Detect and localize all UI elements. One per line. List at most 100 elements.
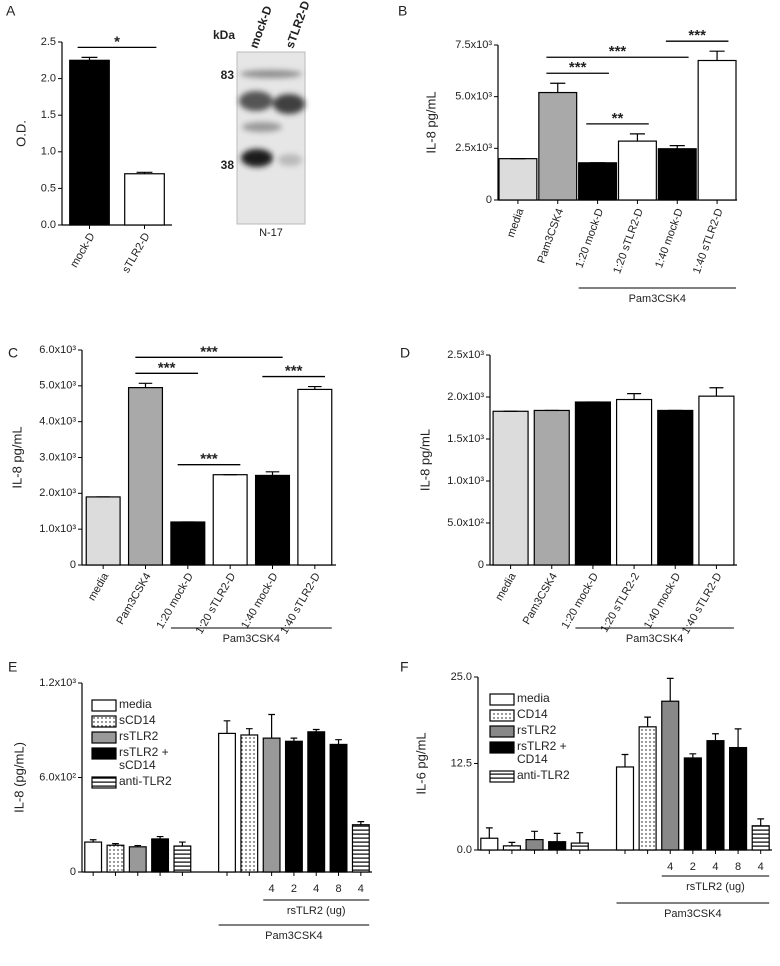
y-axis-label: IL-8 pg/mL: [417, 429, 432, 491]
blot-membrane: [236, 51, 306, 225]
significance-label: *: [114, 33, 120, 50]
bar: [657, 409, 694, 566]
y-tick-label: 2.0x10³: [39, 487, 76, 499]
error-bar: [550, 82, 566, 93]
error-bar: [89, 839, 97, 843]
legend-label: rsTLR2: [517, 724, 557, 737]
western-blot: kDa 83 38 mock-D sTLR2-D N-17: [213, 0, 313, 239]
legend-label: rsTLR2: [119, 730, 159, 743]
bar: [617, 140, 657, 201]
error-bar: [734, 728, 742, 748]
error-bar: [308, 385, 322, 390]
legend-entry: rsTLR2: [119, 730, 159, 743]
bar: [525, 839, 544, 851]
y-tick-label: 7.5x10³: [455, 39, 492, 51]
band: [273, 94, 305, 114]
y-tick-label: 0: [478, 559, 484, 571]
legend-entry: rsTLR2 + sCD14: [119, 746, 169, 772]
bar: [533, 409, 570, 566]
legend-swatch: [91, 731, 117, 744]
y-tick-label: 0.0: [41, 219, 56, 231]
error-bar: [709, 50, 725, 61]
significance-label: ***: [158, 359, 176, 376]
legend-swatch: [489, 770, 515, 783]
y-tick-label: 2.0: [41, 73, 56, 85]
y-tick-label: 2.5x10³: [455, 142, 492, 154]
legend-entry: media: [517, 692, 550, 705]
band: [240, 70, 302, 78]
bar: [212, 474, 248, 566]
y-tick-label: 1.0: [41, 146, 56, 158]
band: [239, 91, 273, 111]
bar: [638, 726, 657, 851]
y-axis-label: O.D.: [13, 120, 28, 147]
bar: [574, 401, 612, 566]
bar: [127, 387, 164, 566]
x-tick-label: media: [86, 570, 112, 603]
legend-swatch: [91, 715, 117, 728]
band: [241, 149, 273, 167]
error-bar: [312, 728, 320, 732]
legend-label: CD14: [517, 708, 548, 721]
y-tick-label: 25.0: [451, 671, 472, 683]
legend-entry: rsTLR2: [517, 724, 557, 737]
x-tick-label: 1:40 mock-D: [239, 571, 281, 631]
y-axis-label: IL-8 pg/mL: [423, 91, 438, 153]
x-tick-label: 1:20 sTLR2-2: [598, 571, 642, 635]
legend-swatch: [489, 693, 515, 706]
bar: [615, 766, 635, 851]
error-bar: [553, 832, 561, 842]
y-tick-label: 0.0: [457, 844, 472, 856]
x-tick-label: Pam3CSK4: [114, 571, 153, 627]
bar: [329, 743, 348, 873]
x-tick-label: 1:40 sTLR2-D: [680, 571, 725, 636]
blot-caption: N-17: [259, 227, 283, 239]
y-tick-label: 2.0x10³: [447, 391, 484, 403]
x-tick-label: 4: [313, 883, 319, 895]
group-label: Pam3CSK4: [664, 908, 721, 920]
error-bar: [265, 471, 280, 476]
x-tick-label: 1:40 mock-D: [642, 571, 684, 631]
bar: [124, 173, 165, 226]
error-bar: [112, 843, 119, 846]
y-tick-label: 5.0x10²: [447, 517, 484, 529]
legend-label: media: [517, 692, 550, 705]
bar: [284, 740, 303, 873]
bar: [697, 59, 737, 201]
legend-label: media: [119, 698, 152, 711]
legend-swatch: [91, 747, 117, 760]
y-tick-label: 6.0x10³: [39, 344, 76, 356]
bar: [683, 757, 702, 851]
y-tick-label: 1.2x10³: [39, 677, 76, 689]
y-tick-label: 0: [486, 194, 492, 206]
significance-label: ***: [688, 27, 706, 44]
significance-label: **: [612, 110, 624, 127]
y-tick-label: 1.0x10³: [447, 475, 484, 487]
y-tick-label: 0: [70, 866, 76, 878]
y-tick-label: 0: [70, 559, 76, 571]
bar: [728, 746, 748, 851]
blot-unit: kDa: [213, 28, 235, 42]
x-tick-label: media: [505, 206, 527, 239]
bar: [85, 496, 121, 566]
error-bar: [245, 728, 253, 735]
panel-letter: C: [8, 345, 18, 361]
error-bar: [709, 387, 724, 397]
error-bar: [290, 737, 298, 742]
error-bar: [689, 753, 697, 758]
legend-entry: CD14: [517, 708, 548, 721]
bar: [751, 825, 770, 851]
y-tick-label: 12.5: [451, 757, 472, 769]
band: [278, 154, 302, 166]
error-bar: [621, 753, 629, 767]
bar: [615, 398, 653, 566]
error-bar: [627, 393, 642, 400]
panel-letter: E: [8, 659, 17, 675]
significance-label: ***: [200, 451, 218, 468]
group-label: Pam3CSK4: [265, 930, 322, 942]
x-tick-label: mock-D: [68, 231, 97, 270]
error-bar: [531, 830, 538, 840]
y-tick-label: 0.5: [41, 182, 56, 194]
